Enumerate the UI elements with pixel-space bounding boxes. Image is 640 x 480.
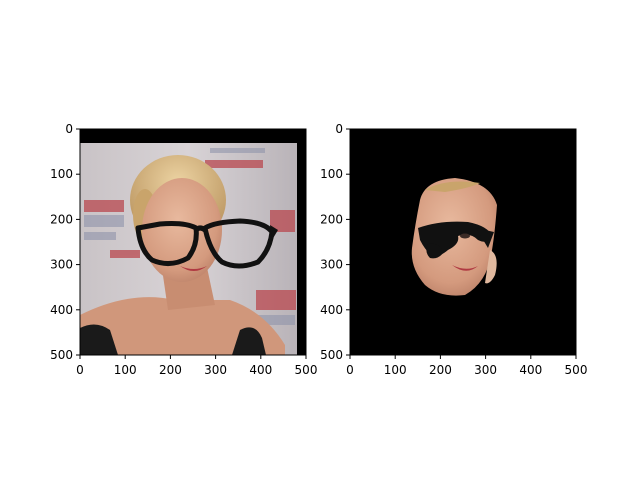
y-tick-label: 100 xyxy=(320,167,343,181)
y-tick-label: 200 xyxy=(50,212,73,226)
x-tick-label: 0 xyxy=(76,363,84,377)
y-tick-label: 300 xyxy=(320,258,343,272)
right-panel-image xyxy=(350,129,576,355)
x-tick-label: 500 xyxy=(565,363,588,377)
left-axes: 0 100 200 300 400 500 0 100 200 300 400 500 xyxy=(50,122,317,377)
y-tick-label: 300 xyxy=(50,258,73,272)
y-tick-label: 500 xyxy=(50,348,73,362)
right-x-ticks: 0 100 200 300 400 500 xyxy=(346,355,587,377)
x-tick-label: 100 xyxy=(384,363,407,377)
y-tick-label: 400 xyxy=(320,303,343,317)
left-y-ticks: 0 100 200 300 400 500 xyxy=(50,122,80,362)
x-tick-label: 0 xyxy=(346,363,354,377)
x-tick-label: 200 xyxy=(429,363,452,377)
x-tick-label: 300 xyxy=(204,363,227,377)
x-tick-label: 100 xyxy=(114,363,137,377)
x-tick-label: 300 xyxy=(474,363,497,377)
x-tick-label: 400 xyxy=(519,363,542,377)
y-tick-label: 500 xyxy=(320,348,343,362)
y-tick-label: 200 xyxy=(320,212,343,226)
x-tick-label: 400 xyxy=(249,363,272,377)
y-tick-label: 100 xyxy=(50,167,73,181)
x-tick-label: 500 xyxy=(295,363,318,377)
left-x-ticks: 0 100 200 300 400 500 xyxy=(76,355,317,377)
y-tick-label: 0 xyxy=(65,122,73,136)
y-tick-label: 400 xyxy=(50,303,73,317)
y-tick-label: 0 xyxy=(335,122,343,136)
right-axes: 0 100 200 300 400 500 0 100 200 300 400 500 xyxy=(320,122,587,377)
right-y-ticks: 0 100 200 300 400 500 xyxy=(320,122,350,362)
x-tick-label: 200 xyxy=(159,363,182,377)
left-panel-image xyxy=(80,129,306,355)
